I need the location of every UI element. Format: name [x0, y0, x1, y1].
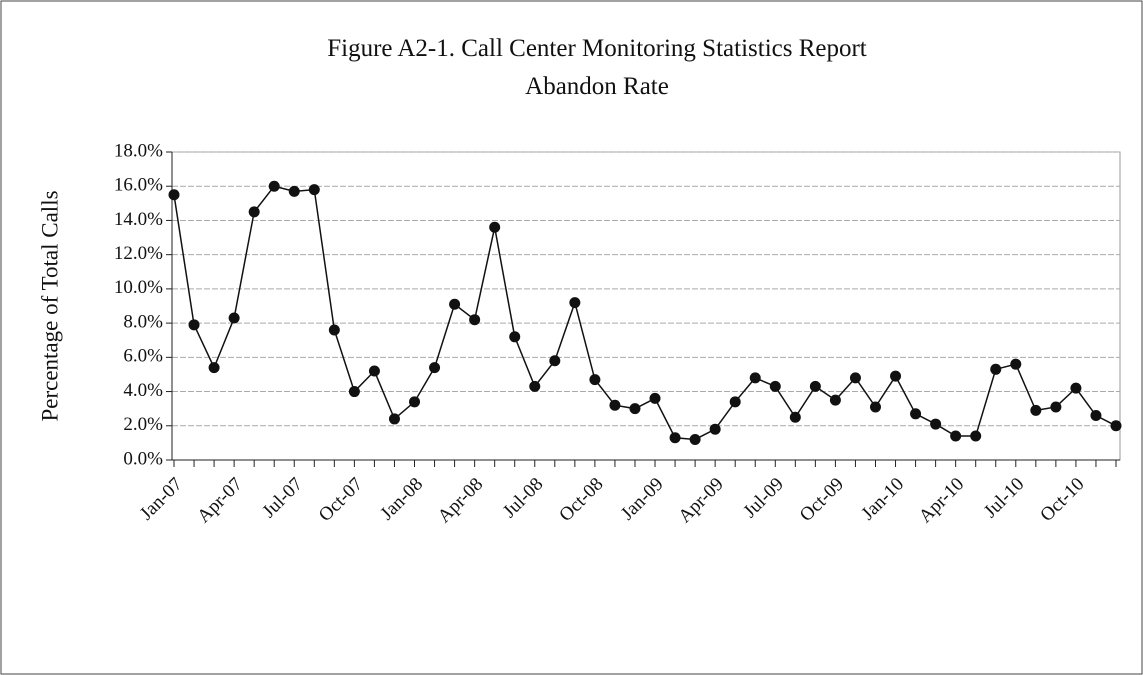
- data-point: [890, 370, 902, 382]
- data-point: [188, 319, 200, 331]
- y-tick-label: 12.0%: [114, 243, 163, 264]
- data-point: [1050, 401, 1062, 413]
- data-point: [1090, 410, 1102, 422]
- y-tick-label: 10.0%: [114, 277, 163, 298]
- data-point: [970, 430, 982, 442]
- y-axis-title: Percentage of Total Calls: [37, 190, 62, 421]
- data-point: [609, 399, 621, 411]
- data-point: [769, 380, 781, 392]
- y-tick-label: 16.0%: [114, 175, 163, 196]
- data-point: [368, 365, 380, 377]
- y-tick-label: 2.0%: [123, 414, 163, 435]
- y-tick-label: 4.0%: [123, 380, 163, 401]
- data-point: [208, 362, 220, 374]
- data-point: [549, 355, 561, 367]
- data-point: [950, 430, 962, 442]
- chart-title: Figure A2-1. Call Center Monitoring Stat…: [327, 35, 867, 62]
- data-point: [449, 298, 461, 310]
- data-point: [669, 432, 681, 444]
- data-point: [328, 324, 340, 336]
- data-point: [409, 396, 421, 408]
- data-point: [1030, 404, 1042, 416]
- y-tick-label: 6.0%: [123, 346, 163, 367]
- data-point: [228, 312, 240, 324]
- y-tick-label: 18.0%: [114, 140, 163, 161]
- data-point: [849, 372, 861, 384]
- data-point: [569, 297, 581, 309]
- data-point: [649, 392, 661, 404]
- data-point: [990, 363, 1002, 375]
- data-point: [288, 185, 300, 197]
- data-point: [1070, 382, 1082, 394]
- data-point: [388, 413, 400, 425]
- data-point: [268, 180, 280, 192]
- data-point: [168, 189, 180, 201]
- data-point: [689, 433, 701, 445]
- y-tick-label: 14.0%: [114, 209, 163, 230]
- data-point: [429, 362, 441, 374]
- data-point: [869, 401, 881, 413]
- data-point: [308, 184, 320, 196]
- data-point: [629, 403, 641, 415]
- data-point: [789, 411, 801, 423]
- data-point: [1010, 358, 1022, 370]
- data-point: [709, 423, 721, 435]
- data-point: [348, 386, 360, 398]
- data-point: [248, 206, 260, 218]
- data-point: [529, 380, 541, 392]
- data-point: [729, 396, 741, 408]
- data-point: [749, 372, 761, 384]
- y-tick-label: 0.0%: [123, 448, 163, 469]
- chart-subtitle: Abandon Rate: [525, 73, 669, 100]
- data-point: [1110, 420, 1122, 432]
- data-point: [509, 331, 521, 343]
- data-point: [469, 314, 481, 326]
- data-point: [589, 374, 601, 386]
- y-tick-label: 8.0%: [123, 311, 163, 332]
- data-point: [930, 418, 942, 430]
- data-point: [809, 380, 821, 392]
- data-point: [489, 221, 501, 233]
- data-point: [910, 408, 922, 420]
- data-point: [829, 394, 841, 406]
